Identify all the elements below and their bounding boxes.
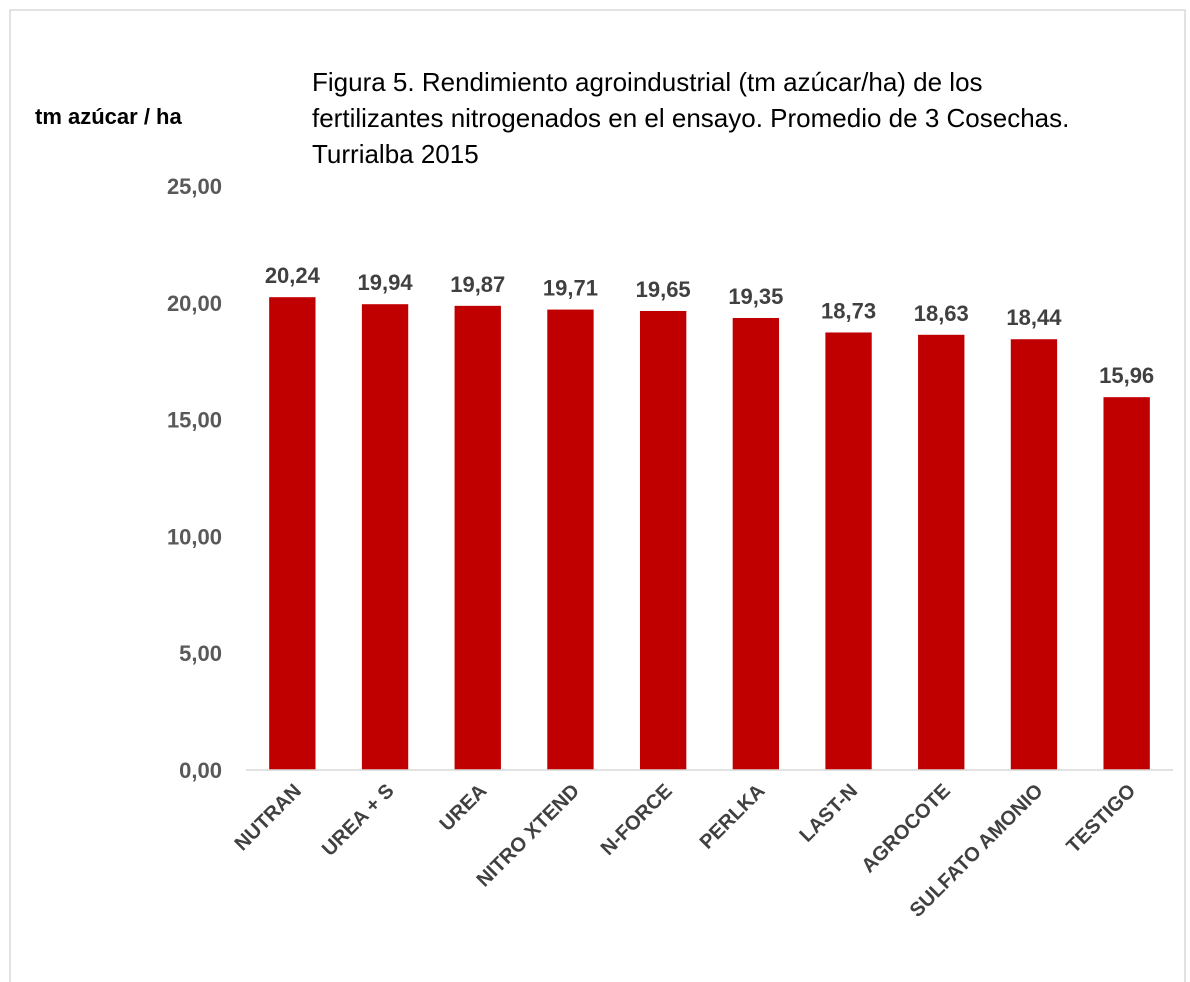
bar [825,332,872,770]
y-tick-label: 25,00 [167,174,222,199]
x-tick-label: UREA + S [318,780,399,861]
bar [547,309,594,770]
data-label: 18,73 [821,298,876,323]
data-label: 19,94 [358,270,414,295]
chart-border [9,9,1186,982]
x-tick-label: N-FORCE [597,780,677,860]
y-tick-label: 10,00 [167,524,222,549]
data-label: 19,65 [636,277,691,302]
y-tick-label: 0,00 [179,758,222,783]
bar [918,334,965,770]
x-tick-label: PERLKA [696,780,770,854]
data-label: 18,63 [914,301,969,326]
data-label: 15,96 [1099,363,1154,388]
chart-title: Figura 5. Rendimiento agroindustrial (tm… [312,67,1070,169]
y-tick-label: 5,00 [179,641,222,666]
x-tick-label: NUTRAN [231,780,306,855]
bar [454,305,501,770]
y-tick-label: 20,00 [167,291,222,316]
x-tick-label: TESTIGO [1063,780,1141,858]
bar [1103,397,1150,770]
data-label: 20,24 [265,263,321,288]
x-tick-label: UREA [436,780,492,836]
x-tick-label: AGROCOTE [858,780,955,877]
data-label: 19,71 [543,276,598,301]
bar [732,317,780,770]
y-tick-label: 15,00 [167,408,222,433]
bar [1010,339,1058,770]
bar [269,297,316,770]
bar [639,310,687,770]
data-label: 19,87 [450,272,505,297]
y-axis-label: tm azúcar / ha [35,104,182,129]
x-tick-label: LAST-N [795,780,862,847]
bar [361,304,409,770]
data-label: 19,35 [728,284,783,309]
data-label: 18,44 [1006,305,1062,330]
